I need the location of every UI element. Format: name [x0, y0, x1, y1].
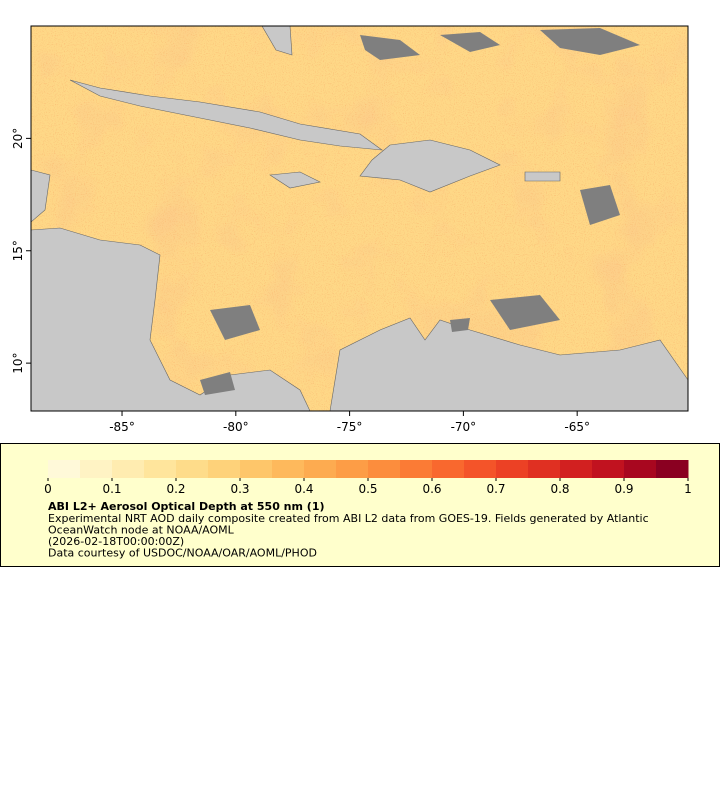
- colorbar-step: [176, 460, 209, 478]
- x-tick-label: -70°: [451, 420, 477, 434]
- colorbar-step: [400, 460, 433, 478]
- colorbar-step: [496, 460, 529, 478]
- colorbar-tick-label: 0.7: [486, 482, 505, 496]
- x-tick-label: -75°: [337, 420, 363, 434]
- colorbar-tick-label: 0.3: [230, 482, 249, 496]
- y-tick-label: 10°: [11, 352, 25, 373]
- colorbar-step: [240, 460, 273, 478]
- x-tick-label: -65°: [564, 420, 590, 434]
- colorbar-step: [304, 460, 337, 478]
- y-tick-label: 15°: [11, 240, 25, 261]
- x-tick-label: -85°: [109, 420, 135, 434]
- colorbar-step: [656, 460, 689, 478]
- colorbar-tick-label: 0.4: [294, 482, 313, 496]
- colorbar-step: [336, 460, 369, 478]
- colorbar-step: [432, 460, 465, 478]
- colorbar-tick-label: 0: [44, 482, 52, 496]
- legend-description: Experimental NRT AOD daily composite cre…: [48, 512, 649, 525]
- legend-description: Data courtesy of USDOC/NOAA/OAR/AOML/PHO…: [48, 547, 317, 560]
- colorbar-step: [560, 460, 593, 478]
- map-frame: [30, 25, 689, 412]
- legend-title: ABI L2+ Aerosol Optical Depth at 550 nm …: [48, 500, 325, 513]
- colorbar-tick-label: 0.8: [550, 482, 569, 496]
- colorbar-step: [208, 460, 241, 478]
- colorbar-tick-label: 0.5: [358, 482, 377, 496]
- colorbar-tick-label: 1: [684, 482, 692, 496]
- colorbar-step: [112, 460, 145, 478]
- colorbar-step: [592, 460, 625, 478]
- colorbar-step: [368, 460, 401, 478]
- colorbar-tick-label: 0.2: [166, 482, 185, 496]
- colorbar-step: [144, 460, 177, 478]
- colorbar-tick-label: 0.1: [102, 482, 121, 496]
- colorbar-step: [624, 460, 657, 478]
- legend-description: (2026-02-18T00:00:00Z): [48, 535, 184, 548]
- colorbar-step: [528, 460, 561, 478]
- colorbar-tick-label: 0.9: [614, 482, 633, 496]
- colorbar-step: [48, 460, 81, 478]
- colorbar-step: [272, 460, 305, 478]
- x-tick-label: -80°: [223, 420, 249, 434]
- colorbar-tick-label: 0.6: [422, 482, 441, 496]
- colorbar-step: [464, 460, 497, 478]
- legend-description: OceanWatch node at NOAA/AOML: [48, 524, 235, 537]
- y-tick-label: 20°: [11, 128, 25, 149]
- colorbar-step: [80, 460, 113, 478]
- map-image: [31, 26, 688, 411]
